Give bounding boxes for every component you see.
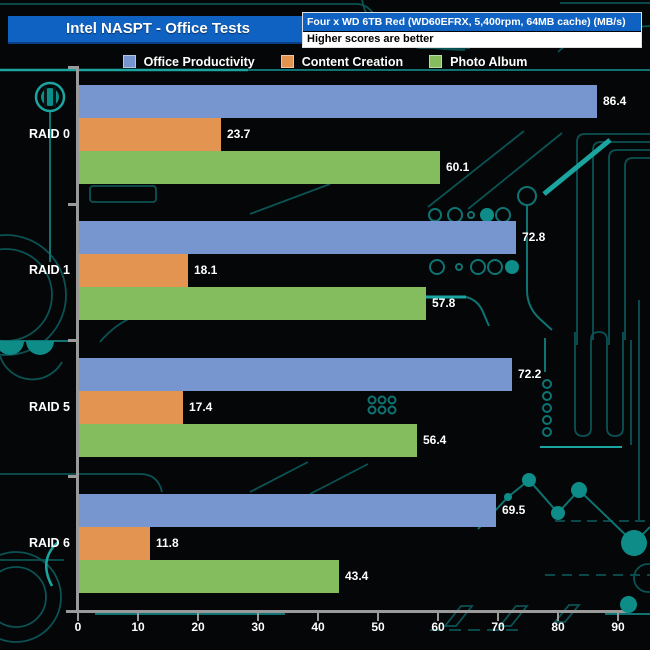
x-axis-tick-label-60: 60: [431, 620, 445, 634]
value-label-raid-1-photo-album: 57.8: [432, 296, 456, 310]
x-axis-tick-30: [257, 613, 259, 621]
y-axis-tick-1: [68, 203, 77, 206]
chart-title: Intel NASPT - Office Tests: [66, 20, 250, 37]
x-axis-line: [66, 610, 630, 613]
legend: Office Productivity Content Creation Pho…: [55, 53, 595, 70]
x-axis-tick-50: [377, 613, 379, 621]
bar-raid-1-content-creation: [79, 254, 188, 287]
y-axis-tick-0: [68, 66, 77, 69]
legend-label: Photo Album: [450, 54, 528, 69]
bar-raid-5-photo-album: [79, 424, 417, 457]
value-label-raid-0-content-creation: 23.7: [227, 127, 251, 141]
category-label-raid-5: RAID 5: [29, 400, 70, 414]
x-axis-tick-60: [437, 613, 439, 621]
bar-raid-0-office-productivity: [79, 85, 597, 118]
x-axis-tick-10: [137, 613, 139, 621]
category-label-raid-1: RAID 1: [29, 263, 70, 277]
x-axis-tick-label-80: 80: [551, 620, 565, 634]
legend-swatch-orange: [280, 55, 294, 68]
category-label-raid-0: RAID 0: [29, 127, 70, 141]
x-axis-tick-label-0: 0: [74, 620, 82, 634]
x-axis-tick-label-50: 50: [371, 620, 385, 634]
x-axis-tick-40: [317, 613, 319, 621]
y-axis-tick-2: [68, 339, 77, 342]
bar-raid-6-office-productivity: [79, 494, 496, 527]
legend-swatch-blue: [122, 55, 136, 68]
bar-raid-5-content-creation: [79, 391, 183, 424]
x-axis-tick-0: [77, 613, 79, 621]
x-axis-tick-label-90: 90: [611, 620, 625, 634]
x-axis-tick-90: [617, 613, 619, 621]
bar-raid-5-office-productivity: [79, 358, 512, 391]
value-label-raid-5-photo-album: 56.4: [423, 433, 447, 447]
legend-item-photo-album: Photo Album: [429, 53, 527, 70]
x-axis-tick-70: [497, 613, 499, 621]
value-label-raid-6-photo-album: 43.4: [345, 569, 369, 583]
legend-item-content-creation: Content Creation: [280, 53, 404, 70]
legend-swatch-green: [429, 55, 443, 68]
chart-title-bar: Intel NASPT - Office Tests: [8, 16, 308, 44]
device-description: Four x WD 6TB Red (WD60EFRX, 5,400rpm, 6…: [303, 13, 641, 32]
value-label-raid-1-content-creation: 18.1: [194, 263, 218, 277]
x-axis-tick-label-40: 40: [311, 620, 325, 634]
x-axis-tick-label-30: 30: [251, 620, 265, 634]
header-info-box: Four x WD 6TB Red (WD60EFRX, 5,400rpm, 6…: [302, 12, 642, 48]
legend-item-office-productivity: Office Productivity: [122, 53, 255, 70]
bar-raid-1-photo-album: [79, 287, 426, 320]
legend-label: Content Creation: [301, 54, 404, 69]
value-label-raid-6-content-creation: 11.8: [156, 536, 179, 550]
x-axis-tick-20: [197, 613, 199, 621]
legend-label: Office Productivity: [143, 54, 255, 69]
value-label-raid-1-office-productivity: 72.8: [522, 230, 546, 244]
value-label-raid-0-office-productivity: 86.4: [603, 94, 627, 108]
value-label-raid-6-office-productivity: 69.5: [502, 503, 526, 517]
x-axis-tick-label-70: 70: [491, 620, 505, 634]
value-label-raid-0-photo-album: 60.1: [446, 160, 470, 174]
bar-raid-6-content-creation: [79, 527, 150, 560]
x-axis-tick-80: [557, 613, 559, 621]
category-label-raid-6: RAID 6: [29, 536, 70, 550]
value-label-raid-5-content-creation: 17.4: [189, 400, 213, 414]
scores-note: Higher scores are better: [303, 32, 641, 47]
x-axis-tick-label-10: 10: [131, 620, 145, 634]
bar-raid-0-content-creation: [79, 118, 221, 151]
y-axis-tick-3: [68, 475, 77, 478]
bar-raid-1-office-productivity: [79, 221, 516, 254]
value-label-raid-5-office-productivity: 72.2: [518, 367, 542, 381]
bar-raid-0-photo-album: [79, 151, 440, 184]
circuit-dot-decoration: [620, 596, 637, 613]
x-axis-tick-label-20: 20: [191, 620, 205, 634]
y-axis-line: [76, 66, 79, 613]
bar-raid-6-photo-album: [79, 560, 339, 593]
